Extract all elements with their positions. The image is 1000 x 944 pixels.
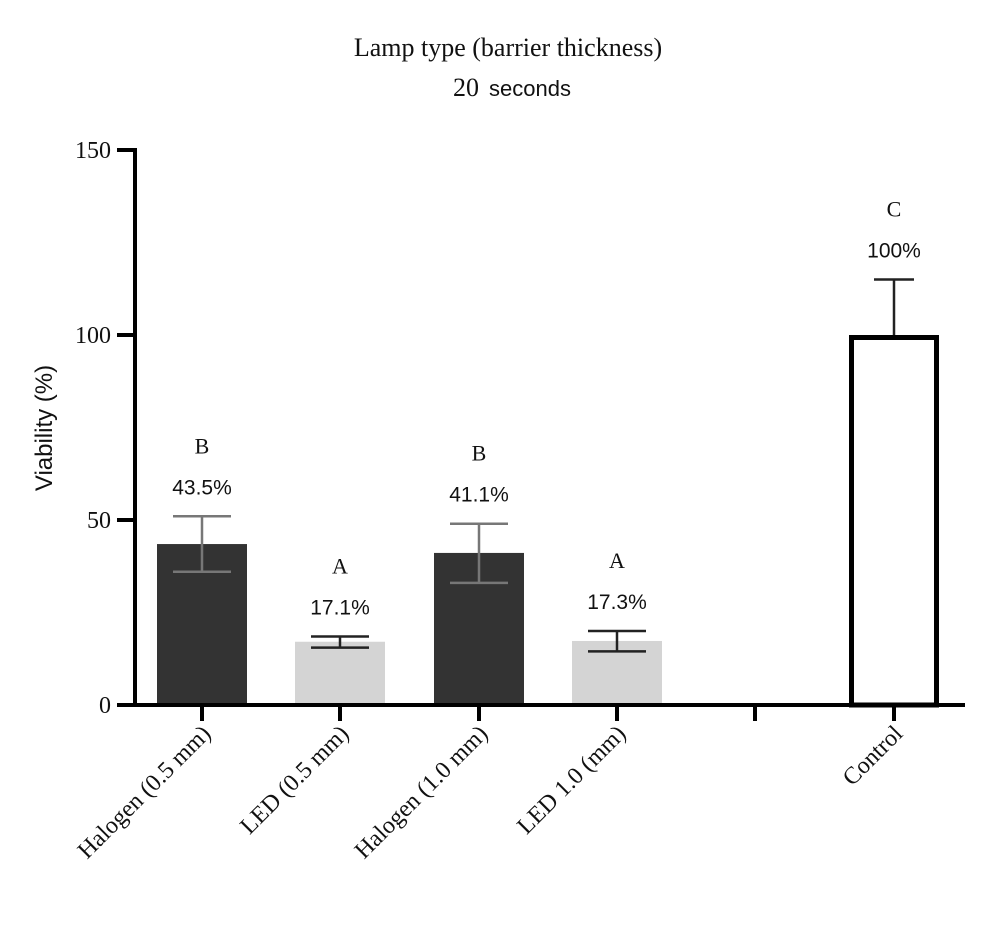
group-letter-3: B: [472, 441, 487, 466]
bar-6: [849, 335, 939, 708]
group-letter-1: B: [195, 433, 210, 458]
data-label-6: 100%: [867, 240, 921, 263]
x-tick-label-6: Control: [838, 721, 908, 791]
group-letter-2: A: [332, 554, 348, 579]
data-label-1: 43.5%: [172, 476, 232, 499]
x-tick-label-1: Halogen (0.5 mm): [73, 721, 216, 864]
error-bar-2: [311, 635, 369, 649]
y-tick-label-50: 50: [87, 508, 111, 534]
error-bar-4: [588, 629, 646, 653]
x-tick-label-2: LED (0.5 mm): [235, 721, 354, 840]
plot-area: 43.5% B 17.1% A 41.1% B 17.3% A 100% C 0 50 100 150 Ha…: [73, 138, 965, 864]
y-axis-label: Viability (%): [31, 365, 58, 491]
subtitle-unit: seconds: [489, 76, 571, 101]
y-tick-label-0: 0: [99, 693, 111, 719]
bar-2: [295, 641, 385, 705]
y-tick-label-100: 100: [75, 323, 111, 349]
chart-subtitle: 20 seconds: [453, 73, 571, 102]
x-tick-label-3: Halogen (1.0 mm): [350, 721, 493, 864]
group-letter-4: A: [609, 548, 625, 573]
data-label-2: 17.1%: [310, 597, 370, 620]
x-tick-label-4: LED 1.0 (mm): [512, 721, 631, 840]
data-label-4: 17.3%: [587, 591, 647, 614]
error-bar-6: [874, 278, 914, 335]
group-letter-6: C: [887, 197, 902, 222]
subtitle-number: 20: [453, 73, 479, 102]
data-label-3: 41.1%: [449, 484, 509, 507]
chart-title: Lamp type (barrier thickness): [354, 33, 662, 62]
error-bar-1: [173, 515, 231, 574]
y-tick-label-150: 150: [75, 138, 111, 164]
error-bar-3: [450, 522, 508, 585]
